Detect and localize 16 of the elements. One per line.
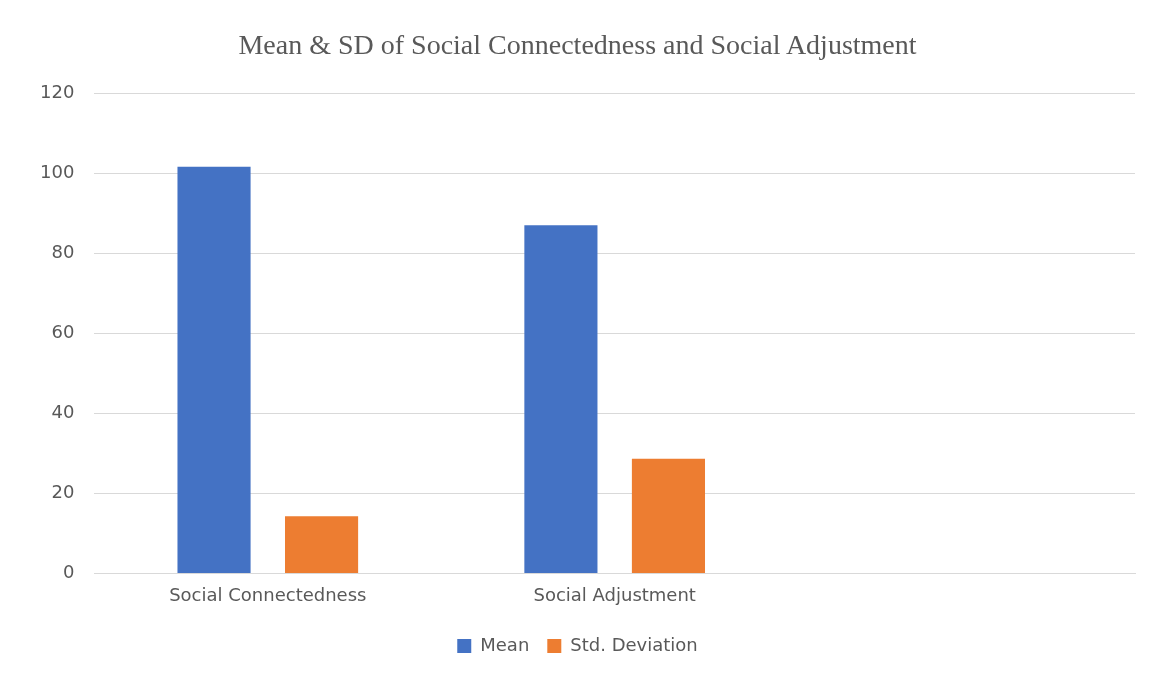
- y-tick-label: 20: [51, 481, 75, 503]
- bar: [285, 516, 359, 573]
- bar: [177, 166, 251, 573]
- chart-title: Mean & SD of Social Connectedness and Social Adjustment: [238, 29, 917, 61]
- bar: [524, 225, 598, 573]
- x-tick-label: Social Connectedness: [169, 583, 367, 605]
- y-tick-label: 0: [62, 561, 75, 583]
- y-tick-label: 80: [51, 241, 75, 263]
- y-tick-label: 40: [51, 401, 75, 423]
- legend-label: Mean: [480, 633, 530, 655]
- y-tick-label: 120: [40, 81, 75, 103]
- x-tick-label: Social Adjustment: [533, 583, 696, 605]
- bar: [631, 458, 706, 573]
- y-tick-label: 60: [51, 321, 75, 343]
- y-tick-label: 100: [40, 161, 75, 183]
- legend-label: Std. Deviation: [570, 633, 698, 655]
